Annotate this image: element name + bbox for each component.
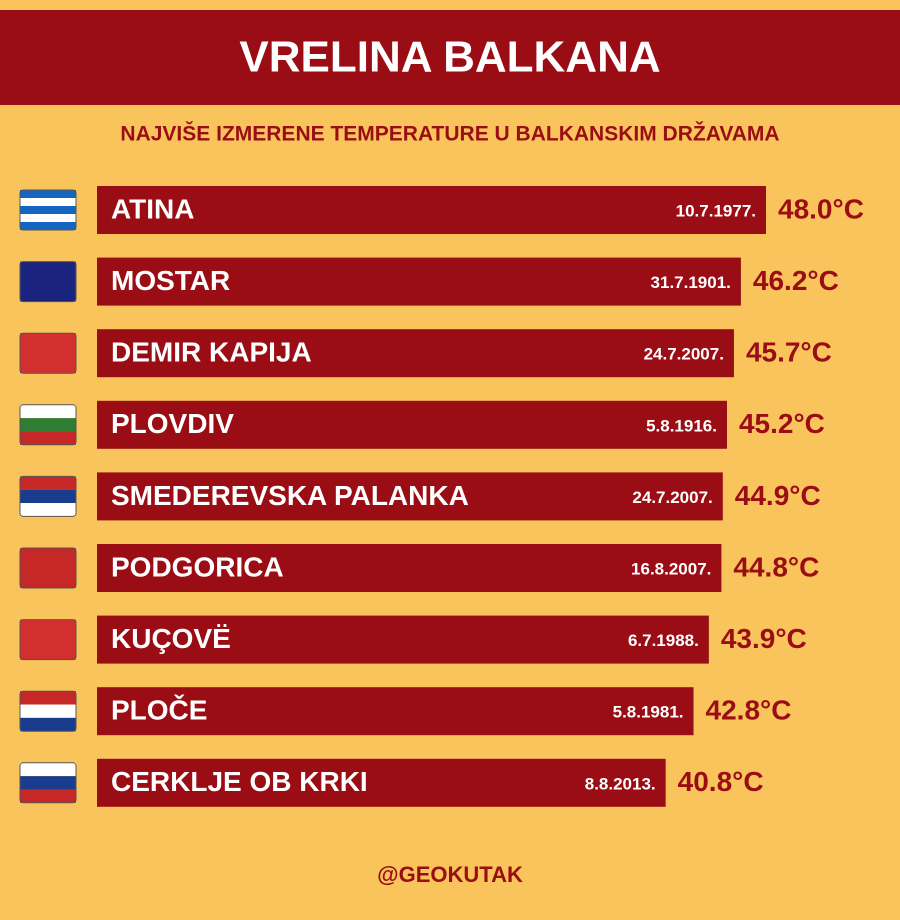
flag-stripe: [20, 222, 76, 230]
date-label: 24.7.2007.: [644, 345, 724, 364]
category-label: DEMIR KAPIJA: [111, 337, 312, 368]
value-label: 45.2°C: [739, 408, 825, 439]
flag-stripe: [20, 431, 76, 445]
flag-stripe: [20, 261, 76, 302]
category-label: PODGORICA: [111, 551, 284, 582]
flag-stripe: [20, 619, 76, 660]
value-label: 44.8°C: [733, 551, 819, 582]
flag-stripe: [20, 503, 76, 517]
bar: [97, 615, 709, 664]
flag-stripe: [20, 762, 76, 777]
date-label: 31.7.1901.: [651, 273, 731, 292]
chart-title: VRELINA BALKANA: [239, 33, 660, 82]
flag-border: [19, 189, 77, 231]
flag-stripe: [20, 214, 76, 222]
flag-stripe: [20, 190, 76, 198]
flag-stripe: [20, 704, 76, 718]
category-label: KUÇOVË: [111, 623, 231, 654]
bar: [97, 186, 766, 234]
flag-stripe: [20, 206, 76, 214]
flag-border: [19, 475, 77, 517]
category-label: ATINA: [111, 193, 194, 224]
footer: @GEOKUTAK: [377, 862, 523, 887]
flag-stripe: [20, 333, 76, 374]
flag-stripe: [20, 476, 76, 490]
flag-border: [19, 547, 77, 589]
flag-border: [19, 404, 77, 446]
category-label: MOSTAR: [111, 265, 230, 296]
bar: [97, 257, 741, 306]
value-label: 42.8°C: [706, 695, 792, 726]
bar: [97, 329, 734, 378]
value-label: 40.8°C: [678, 766, 764, 797]
date-label: 24.7.2007.: [632, 488, 712, 507]
bar: [97, 544, 722, 592]
category-label: SMEDEREVSKA PALANKA: [111, 480, 469, 511]
flag-stripe: [20, 404, 76, 419]
date-label: 5.8.1916.: [646, 416, 717, 435]
value-label: 44.9°C: [735, 480, 821, 511]
flag-border: [19, 619, 77, 661]
flag-stripe: [20, 418, 76, 432]
value-label: 43.9°C: [721, 623, 807, 654]
bar: [97, 472, 723, 521]
category-label: CERKLJE OB KRKI: [111, 766, 368, 797]
flag-stripe: [20, 548, 76, 588]
flag-stripe: [20, 198, 76, 206]
bar: [97, 400, 727, 449]
title-band: [0, 10, 900, 105]
flag-border: [19, 690, 77, 732]
flag-border: [19, 332, 77, 374]
date-label: 6.7.1988.: [628, 631, 699, 650]
flag-stripe: [20, 789, 76, 803]
bar: [97, 687, 694, 736]
value-label: 46.2°C: [753, 265, 839, 296]
category-label: PLOČE: [111, 694, 207, 726]
flag-stripe: [20, 717, 76, 732]
date-label: 8.8.2013.: [585, 774, 656, 793]
flag-stripe: [20, 776, 76, 790]
date-label: 5.8.1981.: [613, 703, 684, 722]
value-label: 45.7°C: [746, 337, 832, 368]
date-label: 16.8.2007.: [631, 559, 711, 578]
category-label: PLOVDIV: [111, 408, 234, 439]
flag-border: [19, 762, 77, 804]
value-label: 48.0°C: [778, 193, 864, 224]
flag-stripe: [20, 489, 76, 504]
flag-stripe: [20, 691, 76, 705]
flag-border: [19, 261, 77, 303]
chart-subtitle: NAJVIŠE IZMERENE TEMPERATURE U BALKANSKI…: [120, 122, 779, 146]
bar: [97, 758, 666, 807]
date-label: 10.7.1977.: [676, 201, 756, 220]
